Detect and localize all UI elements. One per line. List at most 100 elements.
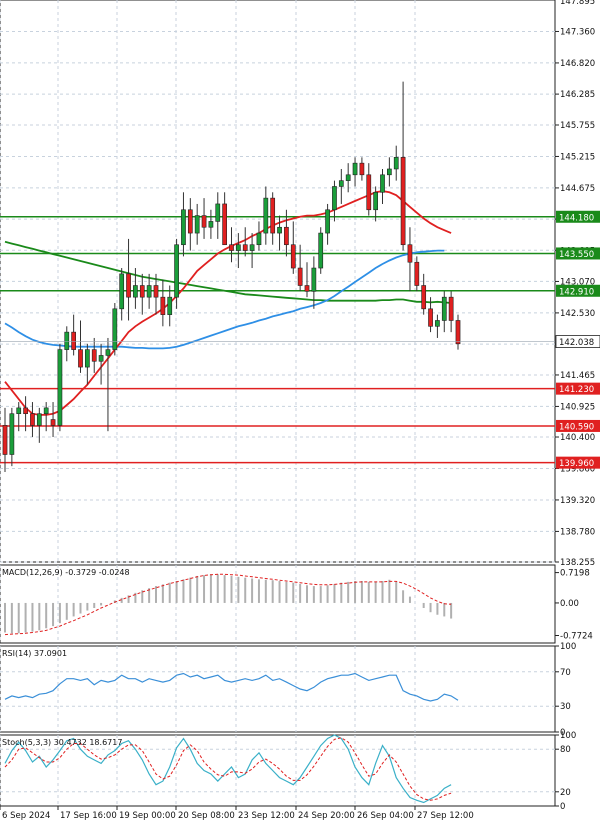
x-tick-label: 27 Sep 12:00 bbox=[417, 811, 474, 821]
candle-body bbox=[277, 226, 282, 234]
rsi-label: RSI(14) 37.0901 bbox=[2, 649, 67, 658]
red-level-tag bbox=[556, 456, 600, 469]
ma-green-line bbox=[4, 240, 452, 304]
candle-body bbox=[414, 261, 420, 286]
current-price-label: 142.038 bbox=[559, 338, 594, 348]
candle-body bbox=[236, 244, 241, 251]
green-level-tag bbox=[556, 247, 600, 260]
candle-body bbox=[153, 285, 159, 298]
candle-body bbox=[30, 413, 35, 426]
candle-body bbox=[146, 285, 152, 298]
candle-body bbox=[338, 180, 344, 187]
x-tick-label: 26 Sep 04:00 bbox=[357, 811, 414, 821]
candle-body bbox=[57, 349, 63, 426]
stoch-frame bbox=[0, 734, 556, 807]
candle-body bbox=[304, 285, 310, 292]
candle-body bbox=[71, 331, 76, 350]
candle-body bbox=[126, 273, 131, 298]
candle-body bbox=[215, 203, 221, 222]
candle-body bbox=[311, 267, 317, 292]
candle-body bbox=[174, 244, 179, 298]
candle-body bbox=[133, 285, 138, 298]
candle-body bbox=[428, 308, 433, 327]
candle-body bbox=[139, 285, 145, 298]
candle-body bbox=[270, 197, 276, 234]
candle-body bbox=[407, 244, 413, 263]
x-axis: 6 Sep 2024 17 Sep 16:00 19 Sep 00:00 20 Sep… bbox=[0, 806, 474, 821]
rsi-panel: 100 70 30 0 RSI(14) 37.0901 bbox=[0, 642, 576, 738]
candle-body bbox=[256, 232, 262, 246]
stoch-d-line bbox=[4, 737, 452, 801]
candle-body bbox=[222, 203, 227, 246]
ma-blue-line bbox=[4, 249, 445, 350]
main-ytick-label: 139.860 bbox=[560, 464, 595, 474]
candle-body bbox=[400, 157, 406, 246]
main-ytick-label: 146.285 bbox=[560, 90, 595, 100]
x-tick-label: 23 Sep 12:00 bbox=[238, 811, 295, 821]
stoch-label: Stoch(5,3,3) 30.4732 18.6717 bbox=[2, 738, 122, 747]
candle-body bbox=[2, 425, 8, 455]
candle-body bbox=[160, 296, 166, 315]
current-price-tag bbox=[555, 335, 600, 348]
rsi-ytick-label: 100 bbox=[560, 642, 576, 652]
candle-body bbox=[387, 168, 392, 176]
main-ytick-label: 139.320 bbox=[560, 496, 595, 506]
candle-body bbox=[345, 174, 351, 181]
candle-body bbox=[50, 419, 56, 426]
candle-body bbox=[249, 244, 255, 251]
macd-ytick-label: 0.00 bbox=[560, 599, 579, 609]
candle-body bbox=[332, 186, 337, 211]
candle-body bbox=[229, 244, 234, 251]
candle-body bbox=[9, 413, 15, 455]
candle-body bbox=[366, 174, 372, 211]
candle-body bbox=[380, 174, 385, 193]
stoch-k-line bbox=[4, 734, 452, 804]
candle-body bbox=[23, 407, 28, 415]
green-level-label: 144.180 bbox=[559, 213, 594, 223]
candle-body bbox=[263, 197, 269, 234]
rsi-line bbox=[4, 672, 459, 702]
red-level-tag bbox=[556, 419, 600, 432]
candle-body bbox=[373, 191, 378, 211]
candle-body bbox=[448, 296, 454, 321]
x-tick-label: 20 Sep 08:00 bbox=[178, 811, 235, 821]
red-level-label: 140.590 bbox=[559, 422, 594, 432]
x-tick-label: 19 Sep 00:00 bbox=[119, 811, 176, 821]
candle-body bbox=[64, 331, 70, 350]
green-level-label: 143.550 bbox=[559, 250, 594, 260]
macd-frame bbox=[0, 564, 556, 644]
stoch-ytick-label: 20 bbox=[560, 788, 571, 798]
red-level-tag bbox=[556, 382, 600, 395]
stoch-ytick-label: 80 bbox=[560, 745, 571, 755]
red-level-label: 141.230 bbox=[559, 385, 594, 395]
main-ytick-label: 146.820 bbox=[560, 59, 595, 69]
candle-body bbox=[119, 273, 125, 310]
main-ytick-label: 140.400 bbox=[560, 433, 595, 443]
candle-body bbox=[284, 226, 289, 246]
candle-body bbox=[78, 349, 83, 368]
candle-body bbox=[441, 296, 447, 321]
x-tick-label: 6 Sep 2024 bbox=[2, 811, 50, 821]
main-ytick-label: 143.070 bbox=[560, 277, 595, 287]
candle-body bbox=[16, 407, 22, 415]
candle-body bbox=[421, 285, 427, 310]
rsi-frame bbox=[0, 645, 556, 733]
macd-signal-line bbox=[4, 573, 452, 636]
main-ytick-label: 140.925 bbox=[560, 402, 595, 412]
rsi-ytick-label: 30 bbox=[560, 702, 571, 712]
red-level-label: 139.960 bbox=[559, 459, 594, 469]
rsi-ytick-label: 70 bbox=[560, 668, 571, 678]
main-ytick-label: 138.255 bbox=[560, 558, 595, 568]
candle-body bbox=[36, 413, 42, 426]
candle-body bbox=[91, 349, 97, 362]
main-panel: 147.360 146.820 146.285 145.755 145.215 144.6… bbox=[0, 0, 600, 568]
candle-body bbox=[325, 209, 330, 234]
candle-body bbox=[290, 244, 296, 269]
green-level-tag bbox=[556, 284, 600, 297]
stoch-ytick-label: 100 bbox=[560, 731, 576, 741]
macd-label: MACD(12,26,9) -0.3729 -0.0248 bbox=[2, 568, 130, 577]
candle-body bbox=[181, 209, 186, 246]
macd-ytick-label: -0.7724 bbox=[560, 632, 593, 642]
main-ytick-label: 142.530 bbox=[560, 309, 595, 319]
candle-body bbox=[318, 232, 324, 269]
